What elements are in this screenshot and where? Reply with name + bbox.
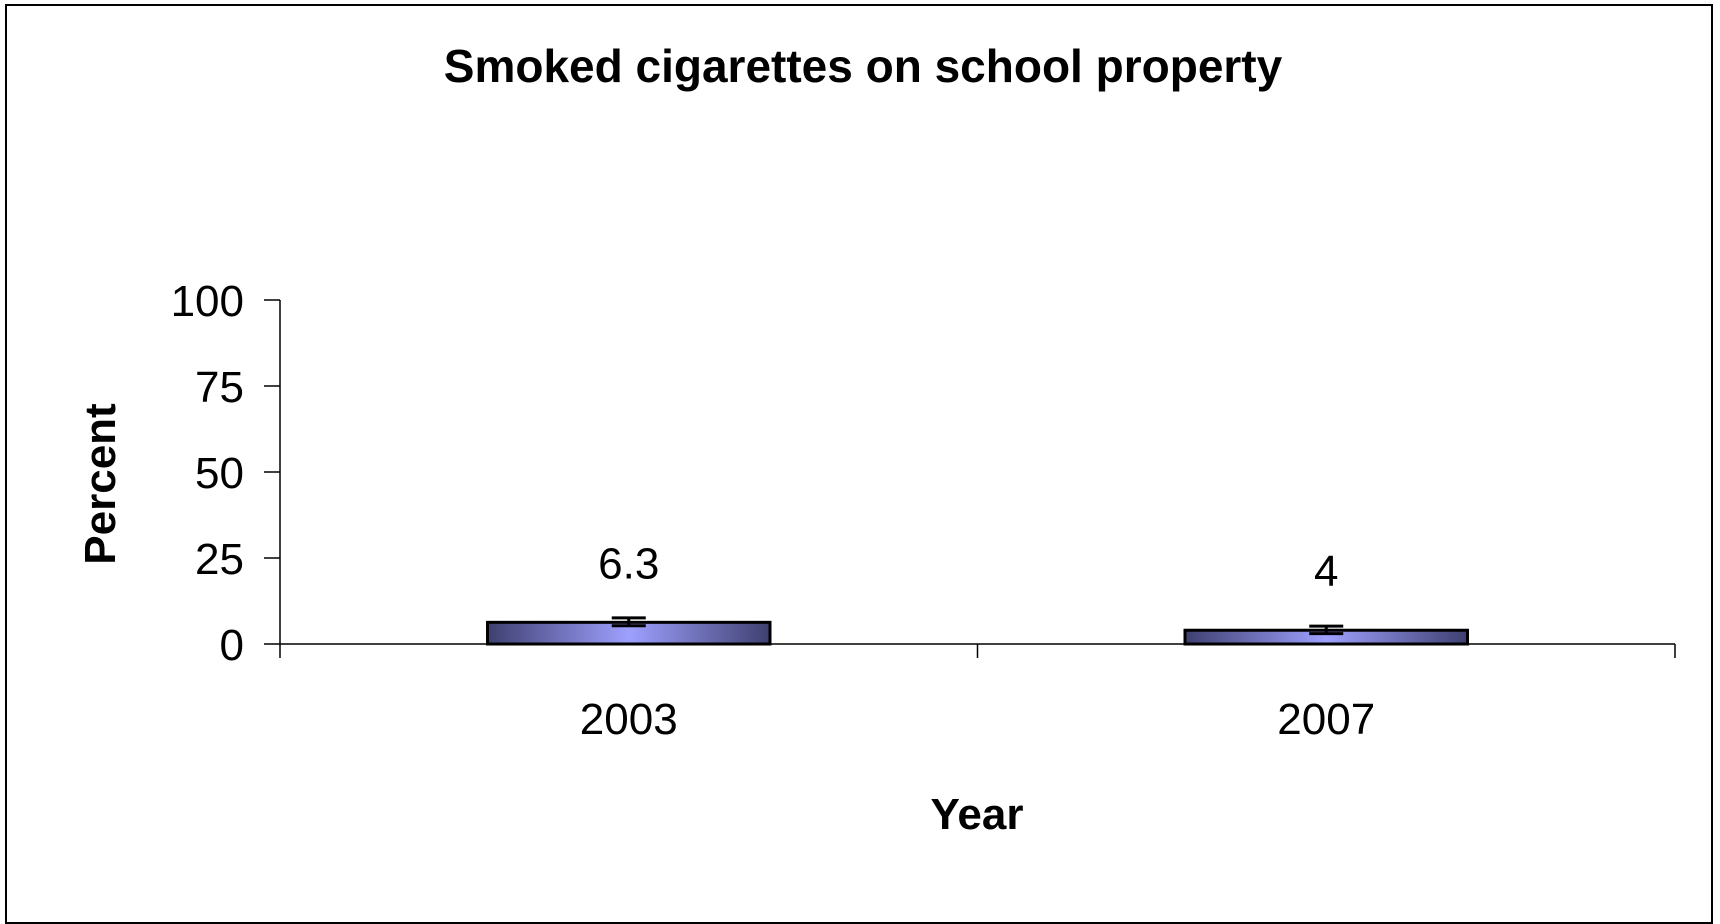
y-tick-label: 25 [195,535,244,584]
x-tick-label: 2003 [580,695,678,744]
x-tick-label: 2007 [1277,695,1375,744]
y-tick-label: 100 [171,277,244,326]
y-axis-label: Percent [76,403,125,565]
x-axis-label: Year [931,790,1024,839]
data-label: 4 [1314,547,1338,596]
plot-area: 0 25 50 75 100 6.3 2003 4 2007 [171,277,1676,744]
y-tick-label: 75 [195,363,244,412]
data-label: 6.3 [598,539,659,588]
y-tick-label: 0 [220,621,244,670]
chart-frame [5,4,1713,924]
chart-title: Smoked cigarettes on school property [444,40,1283,92]
y-tick-label: 50 [195,449,244,498]
